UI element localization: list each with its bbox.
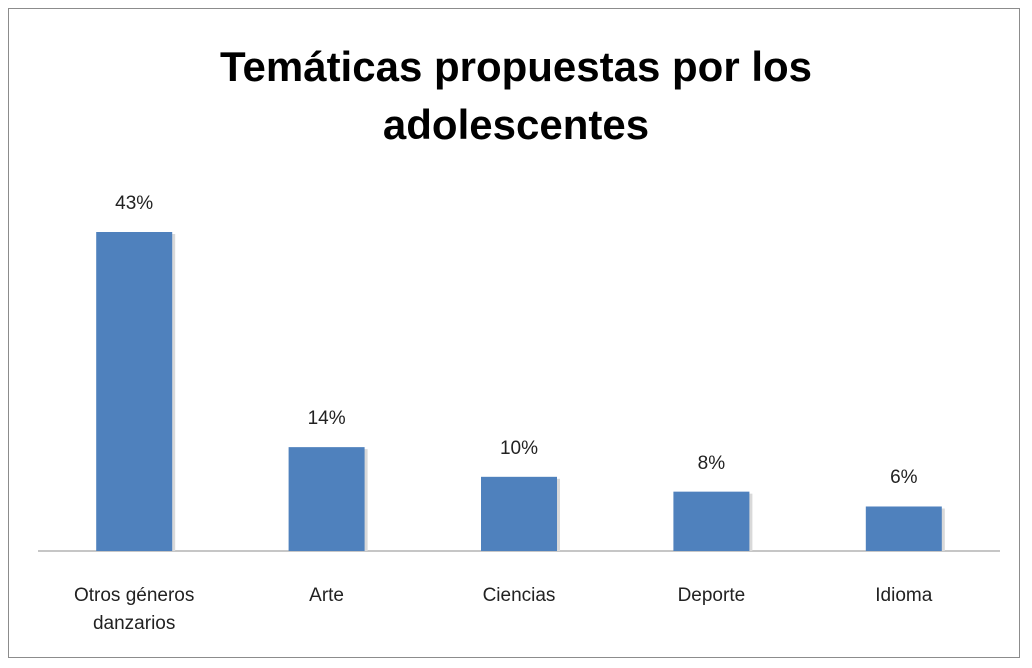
data-label: 14% [307, 408, 346, 430]
x-tick-label: Deporte [677, 585, 746, 606]
bar [673, 491, 750, 551]
data-label: 8% [697, 452, 726, 474]
bar [96, 232, 173, 551]
chart-frame [8, 8, 1020, 658]
x-tick-label: Arte [309, 585, 345, 606]
data-label: 10% [499, 437, 539, 459]
data-label: 43% [115, 193, 154, 214]
data-label: 6% [890, 467, 918, 489]
x-tick-label: Otros géneros danzarios [73, 585, 195, 634]
bar [288, 447, 365, 551]
bar [481, 476, 557, 551]
x-tick-label: Idioma [875, 585, 933, 606]
bar [865, 506, 942, 551]
x-tick-label: Ciencias [482, 585, 556, 606]
chart-title: Temáticas propuestas por los adolescente… [219, 43, 813, 148]
